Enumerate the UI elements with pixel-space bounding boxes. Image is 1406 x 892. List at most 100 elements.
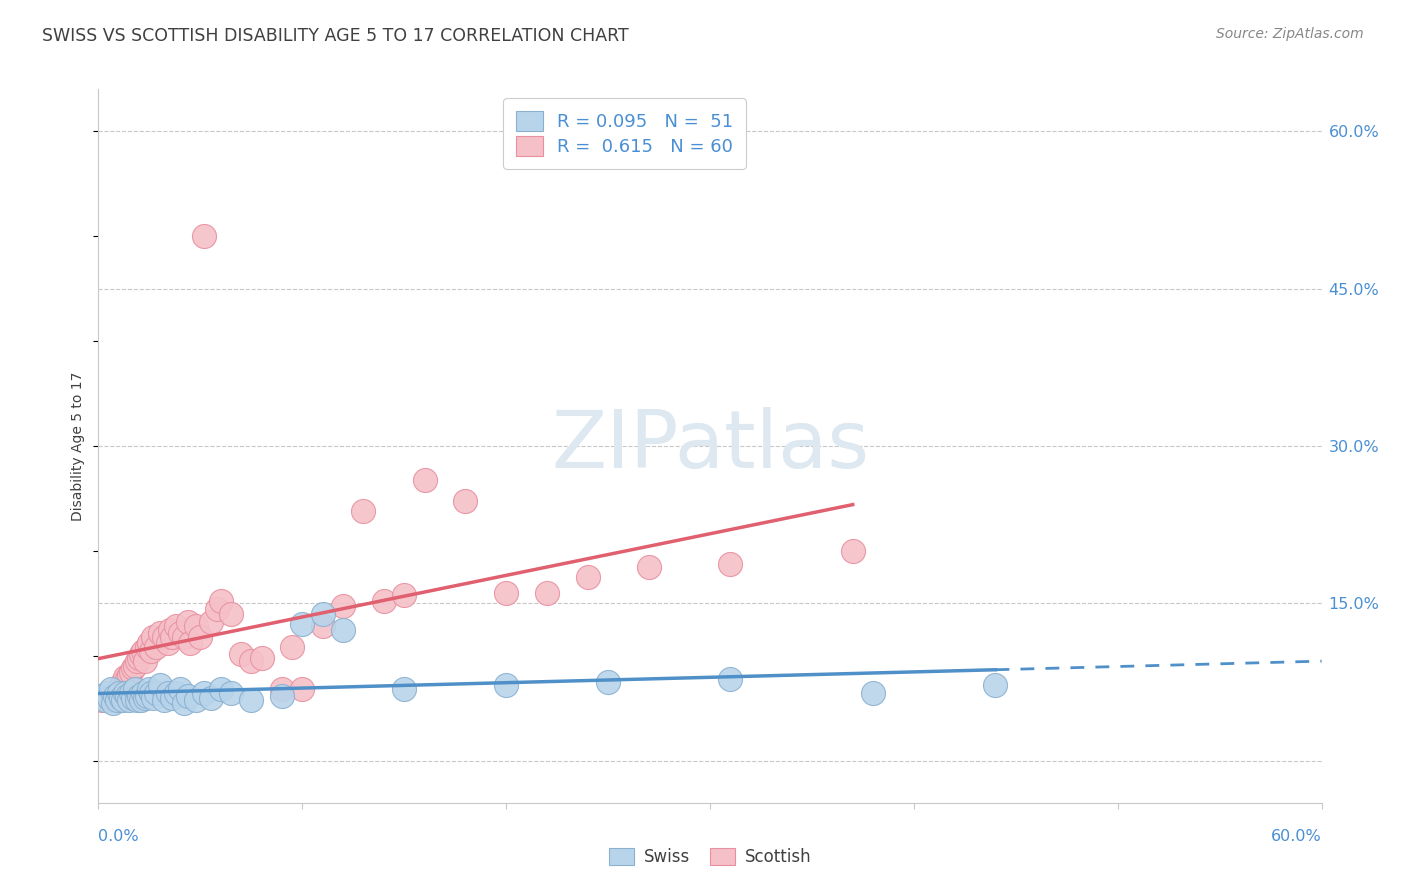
- Point: [159, 623, 181, 637]
- Point: [114, 670, 136, 684]
- Point: [100, 693, 122, 707]
- Point: [93, 693, 115, 707]
- Point: [100, 682, 122, 697]
- Point: [118, 693, 141, 707]
- Point: [136, 640, 159, 655]
- Point: [209, 682, 232, 697]
- Point: [136, 689, 159, 703]
- Point: [124, 659, 146, 673]
- Point: [138, 636, 160, 650]
- Text: Source: ZipAtlas.com: Source: ZipAtlas.com: [1216, 27, 1364, 41]
- Point: [413, 473, 436, 487]
- Point: [270, 689, 294, 703]
- Point: [134, 654, 156, 668]
- Point: [91, 693, 114, 707]
- Point: [177, 615, 200, 630]
- Point: [160, 630, 183, 644]
- Point: [495, 586, 517, 600]
- Point: [152, 630, 174, 644]
- Point: [132, 685, 155, 699]
- Point: [312, 619, 335, 633]
- Point: [118, 667, 141, 681]
- Point: [96, 685, 118, 699]
- Point: [173, 630, 195, 644]
- Point: [250, 651, 273, 665]
- Point: [115, 689, 138, 703]
- Point: [270, 682, 294, 697]
- Point: [122, 661, 145, 675]
- Point: [127, 654, 149, 668]
- Point: [598, 675, 620, 690]
- Point: [200, 615, 222, 630]
- Point: [141, 685, 163, 699]
- Point: [720, 672, 742, 686]
- Point: [138, 682, 160, 697]
- Point: [373, 594, 395, 608]
- Point: [193, 229, 215, 244]
- Point: [120, 665, 142, 679]
- Point: [156, 685, 179, 699]
- Point: [91, 689, 114, 703]
- Point: [110, 678, 132, 692]
- Y-axis label: Disability Age 5 to 17: Disability Age 5 to 17: [72, 371, 86, 521]
- Point: [231, 647, 253, 661]
- Point: [108, 682, 131, 697]
- Point: [984, 678, 1007, 692]
- Text: 0.0%: 0.0%: [98, 829, 139, 844]
- Point: [104, 689, 127, 703]
- Point: [93, 690, 115, 705]
- Point: [149, 678, 172, 692]
- Point: [291, 682, 314, 697]
- Point: [152, 693, 174, 707]
- Text: SWISS VS SCOTTISH DISABILITY AGE 5 TO 17 CORRELATION CHART: SWISS VS SCOTTISH DISABILITY AGE 5 TO 17…: [42, 27, 628, 45]
- Point: [720, 557, 742, 571]
- Point: [177, 689, 200, 703]
- Point: [179, 636, 201, 650]
- Point: [165, 619, 187, 633]
- Point: [495, 678, 517, 692]
- Point: [141, 643, 163, 657]
- Point: [145, 685, 167, 699]
- Point: [132, 643, 155, 657]
- Point: [134, 690, 156, 705]
- Text: 60.0%: 60.0%: [1271, 829, 1322, 844]
- Point: [142, 630, 165, 644]
- Point: [129, 647, 152, 661]
- Point: [186, 619, 208, 633]
- Text: ZIPatlas: ZIPatlas: [551, 407, 869, 485]
- Point: [392, 682, 416, 697]
- Point: [128, 689, 150, 703]
- Point: [186, 693, 208, 707]
- Point: [169, 625, 191, 640]
- Legend: Swiss, Scottish: Swiss, Scottish: [602, 841, 818, 873]
- Point: [209, 594, 232, 608]
- Point: [219, 607, 242, 621]
- Point: [332, 623, 354, 637]
- Point: [841, 544, 863, 558]
- Point: [200, 690, 222, 705]
- Point: [156, 636, 179, 650]
- Point: [149, 625, 172, 640]
- Point: [145, 640, 167, 655]
- Point: [332, 599, 354, 613]
- Point: [97, 690, 120, 705]
- Point: [352, 504, 374, 518]
- Point: [110, 690, 132, 705]
- Point: [576, 570, 599, 584]
- Point: [638, 559, 661, 574]
- Point: [96, 689, 118, 703]
- Point: [173, 696, 195, 710]
- Point: [392, 588, 416, 602]
- Point: [862, 685, 884, 699]
- Point: [124, 682, 146, 697]
- Point: [160, 690, 183, 705]
- Point: [165, 685, 187, 699]
- Point: [115, 672, 138, 686]
- Point: [105, 693, 128, 707]
- Point: [291, 617, 314, 632]
- Point: [188, 630, 212, 644]
- Point: [536, 586, 558, 600]
- Point: [111, 675, 134, 690]
- Point: [240, 654, 263, 668]
- Point: [104, 689, 127, 703]
